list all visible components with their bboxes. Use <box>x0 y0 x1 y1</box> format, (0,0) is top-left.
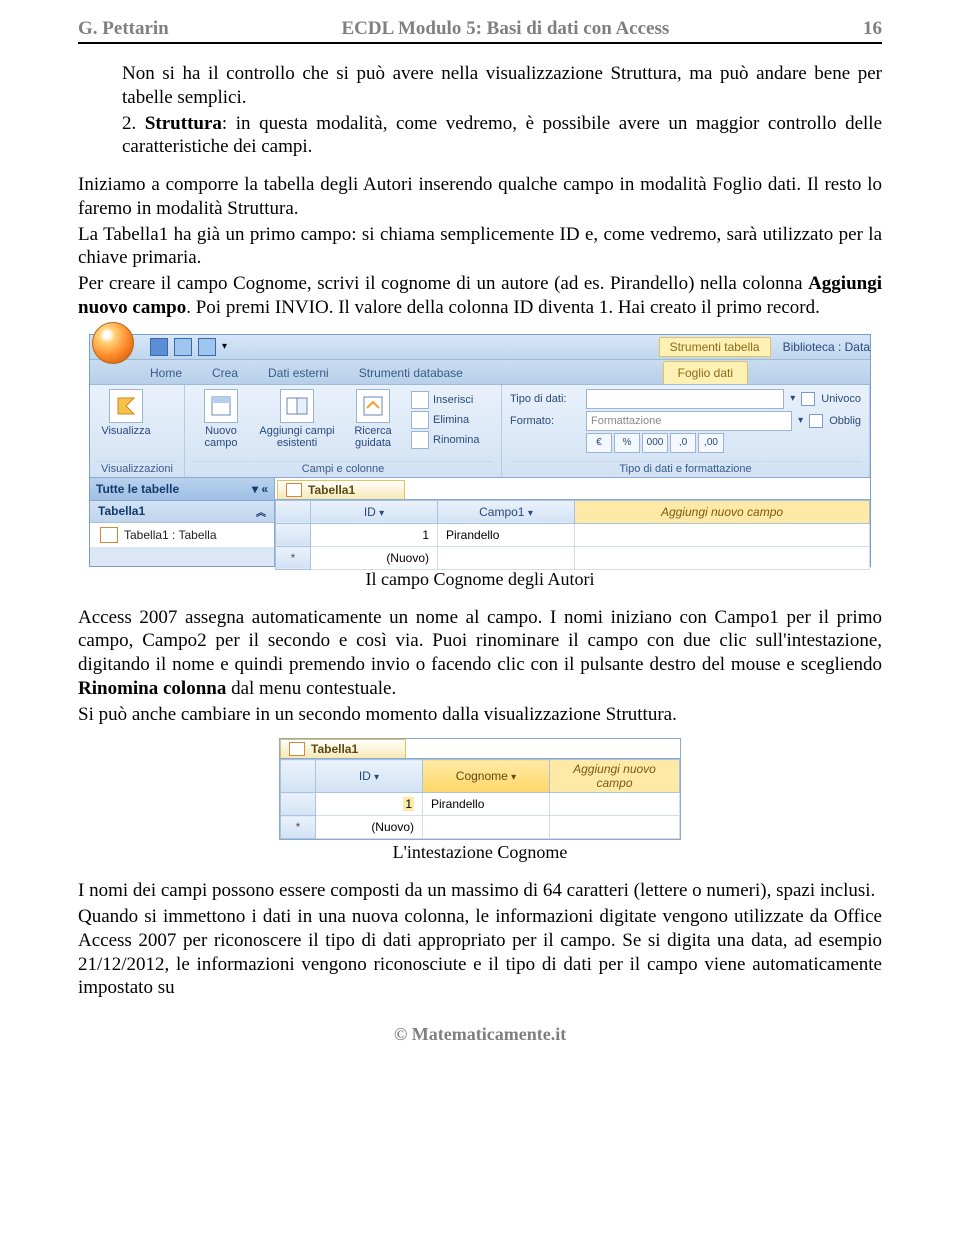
nav-group[interactable]: Tabella1 ︽ <box>90 501 274 523</box>
titlebar: ▾ Strumenti tabella Biblioteca : Data <box>90 335 870 360</box>
col-id[interactable]: ID ▾ <box>316 760 423 793</box>
group-label: Campi e colonne <box>193 461 493 475</box>
row-selector-header[interactable] <box>281 760 316 793</box>
group-label: Tipo di dati e formattazione <box>510 461 861 475</box>
office-button-icon[interactable] <box>92 322 134 364</box>
header-title: ECDL Modulo 5: Basi di dati con Access <box>169 18 842 40</box>
para-7: I nomi dei campi possono essere composti… <box>78 879 882 903</box>
caption-2: L'intestazione Cognome <box>78 842 882 863</box>
undo-icon[interactable] <box>174 338 192 356</box>
group-label: Visualizzazioni <box>98 461 176 475</box>
ribbon-tabs: Home Crea Dati esterni Strumenti databas… <box>90 360 870 385</box>
col-id[interactable]: ID ▾ <box>311 500 438 523</box>
datasheet-grid: ID ▾ Cognome ▾ Aggiungi nuovo campo 1 Pi… <box>280 758 680 839</box>
cell-id[interactable]: 1 <box>316 793 423 816</box>
inserisci-button[interactable]: Inserisci <box>411 391 479 409</box>
format-buttons: € % 000 ,0 ,00 <box>586 433 724 453</box>
col-cognome[interactable]: Cognome ▾ <box>423 760 550 793</box>
screenshot-datasheet-cognome: Tabella1 ID ▾ Cognome ▾ Aggiungi nuovo c… <box>279 738 681 840</box>
contextual-tab-label: Strumenti tabella <box>659 337 771 357</box>
table-icon <box>100 527 118 543</box>
percent-button[interactable]: % <box>614 433 640 453</box>
ricerca-guidata-button[interactable]: Ricerca guidata <box>345 389 401 449</box>
nav-header[interactable]: Tutte le tabelle ▾ « <box>90 478 274 501</box>
window-title: Biblioteca : Data <box>783 340 870 354</box>
label-formato: Formato: <box>510 415 580 427</box>
currency-button[interactable]: € <box>586 433 612 453</box>
ribbon-group-campi-colonne: Nuovo campo Aggiungi campi esistenti Ric… <box>185 385 502 477</box>
row-selector-header[interactable] <box>276 500 311 523</box>
insert-icon <box>411 391 429 409</box>
navigation-pane: Tutte le tabelle ▾ « Tabella1 ︽ Tabella1… <box>90 478 275 566</box>
header-author: G. Pettarin <box>78 18 169 40</box>
datasheet-area: Tabella1 ID ▾ Campo1 ▾ Aggiungi nuovo ca… <box>275 478 870 566</box>
nuovo-campo-button[interactable]: Nuovo campo <box>193 389 249 449</box>
univoco-checkbox[interactable] <box>801 392 815 406</box>
para-5: Access 2007 assegna automaticamente un n… <box>78 606 882 701</box>
dec-inc-button[interactable]: ,0 <box>670 433 696 453</box>
para-3: La Tabella1 ha già un primo campo: si ch… <box>78 223 882 271</box>
ribbon-group-tipo-dati: Tipo di dati: ▾ Univoco Formato: Formatt… <box>502 385 870 477</box>
elimina-button[interactable]: Elimina <box>411 411 479 429</box>
cell-cognome[interactable]: Pirandello <box>423 793 550 816</box>
header-page: 16 <box>842 18 882 40</box>
view-icon <box>109 389 143 423</box>
add-existing-icon <box>280 389 314 423</box>
redo-icon[interactable] <box>198 338 216 356</box>
para-4: Per creare il campo Cognome, scrivi il c… <box>78 272 882 320</box>
col-add-new[interactable]: Aggiungi nuovo campo <box>575 500 870 523</box>
footer: © Matematicamente.it <box>78 1024 882 1045</box>
para-2: Iniziamo a comporre la tabella degli Aut… <box>78 173 882 221</box>
tab-home[interactable]: Home <box>136 362 196 384</box>
datasheet-tab[interactable]: Tabella1 <box>277 480 405 499</box>
para-1b: 2. Struttura: in questa modalità, come v… <box>122 112 882 160</box>
chevron-up-icon: ︽ <box>256 504 266 519</box>
thousand-button[interactable]: 000 <box>642 433 668 453</box>
para-8: Quando si immettono i dati in una nuova … <box>78 905 882 1000</box>
para-6: Si può anche cambiare in un secondo mome… <box>78 703 882 727</box>
row-selector-icon[interactable] <box>281 793 316 816</box>
tab-strumenti-database[interactable]: Strumenti database <box>345 362 477 384</box>
table-row[interactable]: 1 Pirandello <box>281 793 680 816</box>
table-row-new[interactable]: * (Nuovo) <box>281 816 680 839</box>
save-icon[interactable] <box>150 338 168 356</box>
aggiungi-campi-button[interactable]: Aggiungi campi esistenti <box>259 389 335 449</box>
table-row-new[interactable]: * (Nuovo) <box>276 546 870 569</box>
tab-dati-esterni[interactable]: Dati esterni <box>254 362 343 384</box>
formato-select[interactable]: Formattazione <box>586 411 792 431</box>
rinomina-button[interactable]: Rinomina <box>411 431 479 449</box>
quick-access-toolbar: ▾ <box>150 338 227 356</box>
nav-item-tabella1[interactable]: Tabella1 : Tabella <box>90 523 274 547</box>
tipo-dati-select[interactable] <box>586 389 784 409</box>
col-add-new[interactable]: Aggiungi nuovo campo <box>550 760 680 793</box>
datasheet-tab[interactable]: Tabella1 <box>280 739 406 758</box>
table-row[interactable]: 1 Pirandello <box>276 523 870 546</box>
ribbon-group-visualizzazioni: Visualizza Visualizzazioni <box>90 385 185 477</box>
table-icon <box>286 483 302 497</box>
row-selector-icon[interactable] <box>276 523 311 546</box>
visualizza-button[interactable]: Visualizza <box>98 389 154 437</box>
screenshot-access-ribbon: ▾ Strumenti tabella Biblioteca : Data Ho… <box>89 334 871 567</box>
ribbon: Visualizza Visualizzazioni Nuovo campo A… <box>90 385 870 478</box>
tab-foglio-dati[interactable]: Foglio dati <box>663 361 748 384</box>
chevron-down-icon[interactable]: ▾ <box>222 341 227 352</box>
page-header: G. Pettarin ECDL Modulo 5: Basi di dati … <box>78 18 882 44</box>
label-tipo-dati: Tipo di dati: <box>510 393 580 405</box>
rename-icon <box>411 431 429 449</box>
col-campo1[interactable]: Campo1 ▾ <box>438 500 575 523</box>
tab-crea[interactable]: Crea <box>198 362 252 384</box>
new-row-icon: * <box>276 546 311 569</box>
dec-dec-button[interactable]: ,00 <box>698 433 724 453</box>
new-field-icon <box>204 389 238 423</box>
new-row-icon: * <box>281 816 316 839</box>
delete-icon <box>411 411 429 429</box>
caption-1: Il campo Cognome degli Autori <box>78 569 882 590</box>
datasheet-grid: ID ▾ Campo1 ▾ Aggiungi nuovo campo 1 Pir… <box>275 499 870 570</box>
lookup-icon <box>356 389 390 423</box>
table-icon <box>289 742 305 756</box>
para-1a: Non si ha il controllo che si può avere … <box>122 62 882 110</box>
obblig-checkbox[interactable] <box>809 414 823 428</box>
